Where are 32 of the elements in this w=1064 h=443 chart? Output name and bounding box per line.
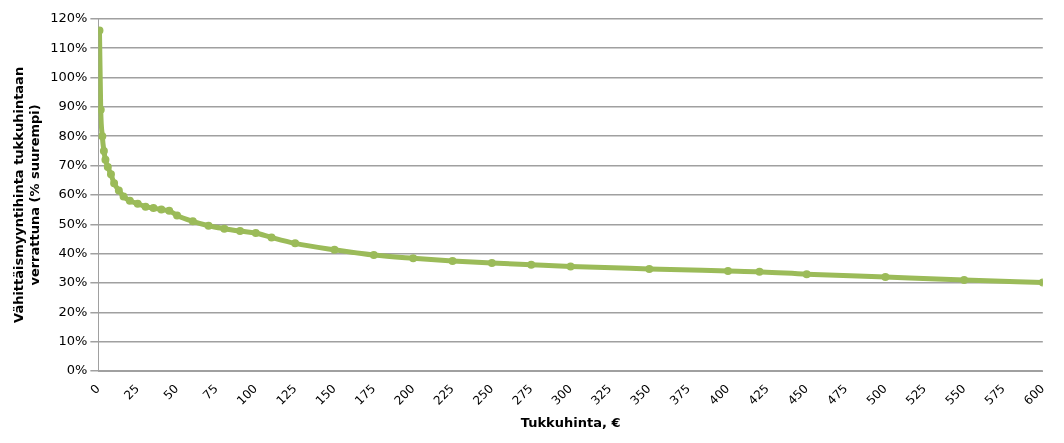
x-axis-title: Tukkuhinta, € xyxy=(520,414,621,430)
x-tick-label: 500 xyxy=(863,381,890,408)
y-tick-label: 70% xyxy=(58,156,88,172)
y-tick-label: 80% xyxy=(58,127,88,143)
y-axis-title: Vähittäismyyntihinta tukkuhintaan verrattuna (% suurempi) xyxy=(11,66,42,323)
y-tick-label: 20% xyxy=(58,303,88,319)
x-tick-label: 250 xyxy=(470,381,497,408)
x-tick-label: 475 xyxy=(824,381,851,408)
x-tick-label: 0 xyxy=(87,381,103,397)
y-tick-label: 120% xyxy=(50,10,88,26)
x-tick-label: 300 xyxy=(548,381,575,408)
x-tick-label: 350 xyxy=(627,381,654,408)
x-tick-label: 25 xyxy=(121,381,143,403)
y-tick-label: 50% xyxy=(58,215,88,231)
x-tick-label: 150 xyxy=(312,381,339,408)
x-tick-label: 425 xyxy=(745,381,772,408)
y-tick-label: 110% xyxy=(50,39,88,55)
x-tick-label: 75 xyxy=(200,381,221,403)
x-tick-label: 450 xyxy=(784,381,812,408)
x-tick-label: 400 xyxy=(706,381,733,408)
y-tick-label: 10% xyxy=(58,333,88,349)
x-tick-label: 550 xyxy=(942,381,969,408)
y-tick-label: 30% xyxy=(58,274,88,290)
y-tick-label: 60% xyxy=(58,186,88,202)
x-tick-label: 50 xyxy=(160,381,182,403)
x-tick-label: 600 xyxy=(1021,381,1048,408)
y-tick-label: 0% xyxy=(66,362,88,378)
x-tick-label: 200 xyxy=(391,381,418,408)
y-tick-label: 40% xyxy=(58,244,88,260)
y-tick-label: 90% xyxy=(58,98,88,114)
y-tick-label: 100% xyxy=(50,68,88,84)
x-tick-label: 100 xyxy=(234,381,261,408)
